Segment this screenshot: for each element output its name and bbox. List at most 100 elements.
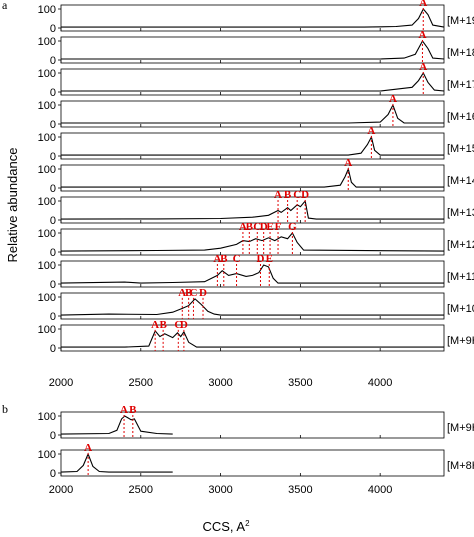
ion-label-text: [M+9H]	[447, 422, 474, 434]
peak-label: C	[253, 221, 261, 233]
peak-label: A	[389, 93, 397, 105]
y-tick-label: 0	[50, 151, 56, 163]
y-tick-label: 100	[38, 292, 56, 304]
peak-label: A	[344, 157, 352, 169]
y-tick-label: 100	[38, 324, 56, 336]
y-tick-label: 0	[50, 55, 56, 67]
peak-label: A	[120, 404, 128, 416]
ion-label-text: [M+16H]	[447, 111, 474, 123]
y-tick-label: 100	[38, 36, 56, 48]
y-tick-label: 100	[38, 4, 56, 16]
peak-label: A	[367, 125, 375, 137]
series-trace	[61, 71, 445, 92]
ion-label-text: [M+8H]	[447, 460, 474, 472]
peak-label: B	[129, 404, 137, 416]
x-tick-label: 2000	[49, 377, 73, 389]
series-trace	[61, 167, 444, 188]
x-tick-label: 2500	[129, 377, 153, 389]
peak-label: A	[419, 61, 427, 73]
peak-label: B	[220, 253, 228, 265]
peak-label: C	[233, 253, 241, 265]
peak-label: B	[159, 319, 167, 331]
plot-frame	[60, 4, 445, 32]
series-9: 0 100 ABC DE [M+11H]+11	[38, 253, 474, 291]
series-trace	[61, 103, 444, 124]
x-tick-label: 3000	[208, 377, 232, 389]
peak-label: A	[419, 0, 427, 9]
ion-label: [M+13H]+13	[447, 206, 474, 219]
ion-label: [M+11H]+11	[447, 270, 474, 283]
peak-label: G	[288, 221, 297, 233]
ion-label: [M+9H]+9	[447, 421, 474, 434]
peak-label: D	[199, 287, 207, 299]
peak-label: C	[174, 319, 182, 331]
y-tick-label: 0	[50, 119, 56, 131]
ion-label-text: [M+12H]	[447, 239, 474, 251]
ion-label: [M+16H]+16	[447, 110, 474, 123]
plot-frame	[60, 228, 445, 256]
plot-frame	[60, 36, 445, 64]
peak-label: D	[301, 189, 309, 201]
peak-label: A	[274, 189, 282, 201]
series-1: 0 100 AB [M+9H]+9	[38, 404, 474, 442]
ion-label: [M+10H]+10	[447, 302, 474, 315]
series-trace	[60, 452, 173, 473]
ion-label-text: [M+10H]	[447, 303, 474, 315]
series-2: 0 100 A [M+8H]+8	[38, 442, 474, 480]
panel-label-a: a	[2, 0, 8, 12]
series-trace	[61, 135, 444, 156]
y-tick-label: 0	[50, 311, 56, 323]
ion-label-text: [M+19H]	[447, 15, 474, 27]
y-tick-label: 0	[50, 183, 56, 195]
panel-label-b: b	[2, 402, 8, 416]
ion-label-text: [M+18H]	[447, 47, 474, 59]
y-tick-label: 100	[38, 411, 56, 423]
x-axis-title-superscript: 2	[245, 519, 250, 528]
peak-label: A	[84, 442, 92, 454]
y-tick-label: 0	[50, 468, 56, 480]
peak-label: D	[257, 253, 265, 265]
plot-frame	[60, 449, 445, 477]
ion-label: [M+19H]+19	[447, 14, 474, 27]
ion-label: [M+8H]+8	[447, 459, 474, 472]
peak-label: F	[275, 221, 282, 233]
x-tick-label: 3000	[208, 484, 232, 496]
series-trace	[61, 8, 445, 28]
plot-frame	[60, 260, 445, 288]
peak-label: C	[189, 287, 197, 299]
series-trace	[60, 415, 173, 435]
peak-label: E	[266, 253, 273, 265]
peak-label: E	[266, 221, 273, 233]
x-tick-label: 3500	[288, 377, 312, 389]
ion-label-text: [M+14H]	[447, 175, 474, 187]
x-axis-title-text: CCS, A	[202, 519, 245, 534]
panel-b: 0100AB[M+9H]+90100A[M+8H]+82000250030003…	[38, 404, 474, 496]
y-tick-label: 0	[50, 23, 56, 35]
y-tick-label: 100	[38, 68, 56, 80]
ion-label: [M+15H]+15	[447, 142, 474, 155]
y-tick-label: 0	[50, 87, 56, 99]
series-trace	[60, 232, 445, 252]
y-tick-label: 0	[50, 343, 56, 355]
y-tick-label: 100	[38, 260, 56, 272]
peak-label: A	[239, 221, 247, 233]
y-tick-label: 100	[38, 164, 56, 176]
ion-label-text: [M+15H]	[447, 143, 474, 155]
plot-frame	[60, 324, 445, 352]
y-tick-label: 0	[50, 247, 56, 259]
y-tick-label: 100	[38, 132, 56, 144]
series-trace	[60, 199, 444, 220]
plot-frame	[60, 100, 445, 128]
x-tick-label: 4000	[368, 377, 392, 389]
series-1: 0 100 A [M+19H]+19	[38, 0, 474, 35]
series-5: 0 100 A [M+15H]+15	[38, 125, 474, 163]
y-tick-label: 100	[38, 196, 56, 208]
ion-label: [M+9H]+9	[447, 334, 474, 347]
peak-label: A	[213, 253, 221, 265]
peak-label: D	[260, 221, 268, 233]
